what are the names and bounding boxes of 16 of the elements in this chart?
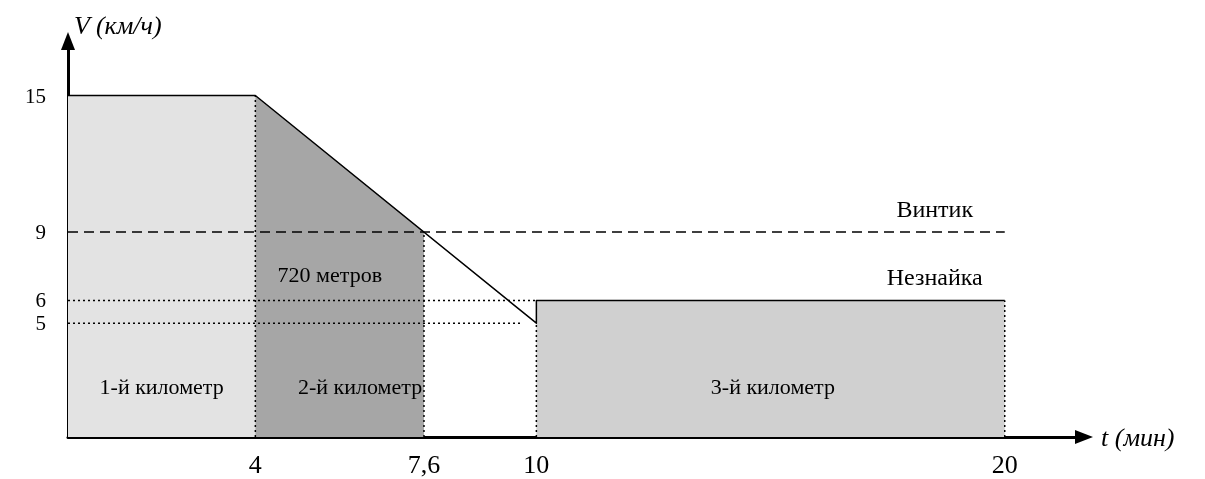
y-tick-label: 9: [35, 220, 46, 245]
x-axis-title: t (мин): [1101, 422, 1175, 452]
y-tick-label: 15: [25, 83, 46, 108]
series-label: Незнайка: [886, 264, 984, 291]
x-tick-label: 20: [991, 449, 1018, 479]
y-tick-label: 5: [35, 311, 46, 336]
x-tick-label: 10: [523, 449, 550, 479]
annotation: 720 метров: [277, 261, 383, 287]
annotation: 1-й километр: [99, 374, 224, 400]
y-tick-label: 6: [35, 288, 46, 313]
annotation: 3-й километр: [710, 374, 835, 400]
x-tick-label: 7,6: [407, 449, 441, 479]
annotation: 2-й километр: [297, 374, 423, 400]
y-axis-title: V (км/ч): [74, 10, 162, 40]
series-label: Винтик: [896, 196, 974, 223]
x-tick-label: 4: [248, 449, 262, 479]
